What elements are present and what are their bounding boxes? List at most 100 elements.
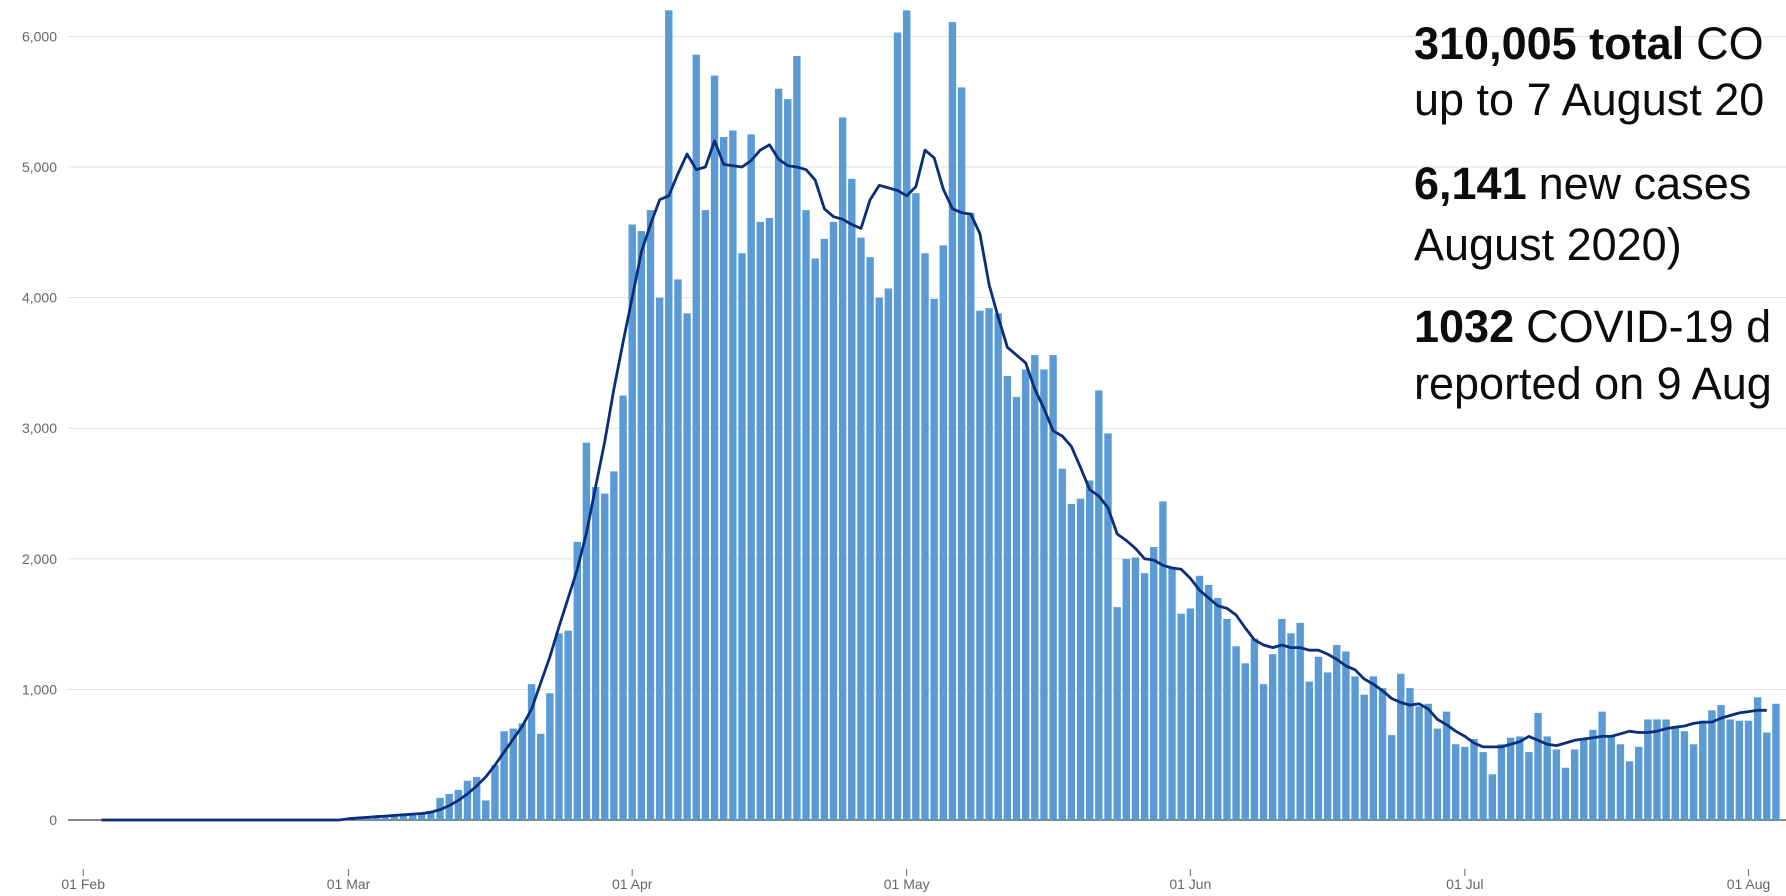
bar xyxy=(1067,503,1076,820)
average-line xyxy=(101,139,1767,822)
bar xyxy=(1689,744,1698,820)
bar xyxy=(1186,608,1195,820)
bar xyxy=(655,297,664,821)
bar xyxy=(601,493,609,820)
bar xyxy=(1506,737,1515,820)
bar xyxy=(1076,498,1085,820)
bar xyxy=(418,812,426,820)
bar xyxy=(491,765,499,820)
annotation-text: August 2020) xyxy=(1414,219,1682,270)
bar xyxy=(1177,613,1185,820)
bar xyxy=(1287,633,1295,820)
bar xyxy=(591,486,600,820)
bar xyxy=(1497,744,1506,820)
bar xyxy=(912,193,920,821)
bar xyxy=(1378,688,1387,820)
bar xyxy=(1671,725,1679,820)
bar xyxy=(1415,706,1423,820)
bar xyxy=(1122,558,1130,820)
bar xyxy=(1653,719,1661,820)
bar xyxy=(628,224,636,820)
bar xyxy=(939,245,947,820)
bar xyxy=(793,56,801,820)
bar xyxy=(1552,749,1561,820)
bar xyxy=(610,471,618,820)
bar xyxy=(619,395,627,820)
bar xyxy=(994,313,1002,820)
bar xyxy=(1662,719,1670,820)
bar xyxy=(683,313,691,820)
bar xyxy=(637,231,646,820)
bar xyxy=(1763,732,1771,820)
bar xyxy=(738,253,746,820)
bar xyxy=(1406,688,1414,820)
bar xyxy=(1333,645,1341,820)
bar xyxy=(1717,705,1725,820)
bar xyxy=(985,308,993,820)
x-tick-label: 01 Feb xyxy=(61,876,105,892)
bar xyxy=(1561,767,1570,820)
bar xyxy=(1204,584,1213,820)
bar xyxy=(1113,607,1121,820)
bar xyxy=(1241,663,1249,820)
bar xyxy=(710,75,719,820)
x-tick-label: 01 Jul xyxy=(1446,876,1483,892)
bar xyxy=(1735,720,1744,820)
bar xyxy=(884,288,893,820)
annotation-text: COVID-19 d xyxy=(1526,301,1771,352)
bar xyxy=(1031,355,1039,820)
bar xyxy=(829,221,838,820)
bar xyxy=(1726,719,1734,820)
bar xyxy=(1616,744,1625,820)
bar xyxy=(381,817,389,820)
bar xyxy=(482,800,490,820)
y-tick-label: 5,000 xyxy=(22,159,57,175)
bar xyxy=(1104,433,1112,820)
bar xyxy=(957,87,966,820)
bar xyxy=(1488,774,1496,820)
bar xyxy=(399,814,408,820)
bar xyxy=(372,818,380,820)
y-tick-label: 6,000 xyxy=(22,28,57,44)
x-tick-label: 01 Aug xyxy=(1727,876,1771,892)
bar xyxy=(363,818,371,820)
bar xyxy=(1589,729,1597,820)
bar xyxy=(546,693,554,820)
bar xyxy=(1369,676,1378,820)
annotation: reported on 9 Aug xyxy=(1414,358,1772,409)
x-tick-label: 01 Mar xyxy=(327,876,371,892)
bar xyxy=(765,217,774,820)
bar xyxy=(1351,676,1359,820)
bar xyxy=(537,733,545,820)
bar xyxy=(1461,746,1469,820)
bar xyxy=(1323,672,1332,820)
bar xyxy=(692,54,700,820)
bar xyxy=(408,814,417,820)
bar xyxy=(948,22,957,820)
bar xyxy=(848,178,856,820)
annotation: 310,005 total CO xyxy=(1414,18,1764,69)
bar xyxy=(1635,746,1643,820)
bar xyxy=(582,442,591,820)
bar xyxy=(1452,744,1460,820)
bar xyxy=(967,212,975,820)
bar xyxy=(1259,684,1268,820)
bar xyxy=(1168,566,1176,820)
bar xyxy=(1387,735,1396,820)
bar xyxy=(1753,697,1762,820)
bar xyxy=(875,297,883,821)
bar xyxy=(1195,575,1204,820)
bar xyxy=(784,99,792,821)
bar xyxy=(1250,638,1259,820)
bar xyxy=(1442,711,1451,820)
bar xyxy=(1150,547,1158,820)
bar xyxy=(1003,375,1012,820)
bar xyxy=(1278,618,1286,820)
x-tick-label: 01 Apr xyxy=(612,876,653,892)
bar xyxy=(720,137,728,820)
bar xyxy=(1214,597,1222,820)
bar xyxy=(1625,761,1634,820)
bar xyxy=(454,789,463,820)
bar xyxy=(903,10,911,821)
annotation-bold: 6,141 xyxy=(1414,158,1527,209)
